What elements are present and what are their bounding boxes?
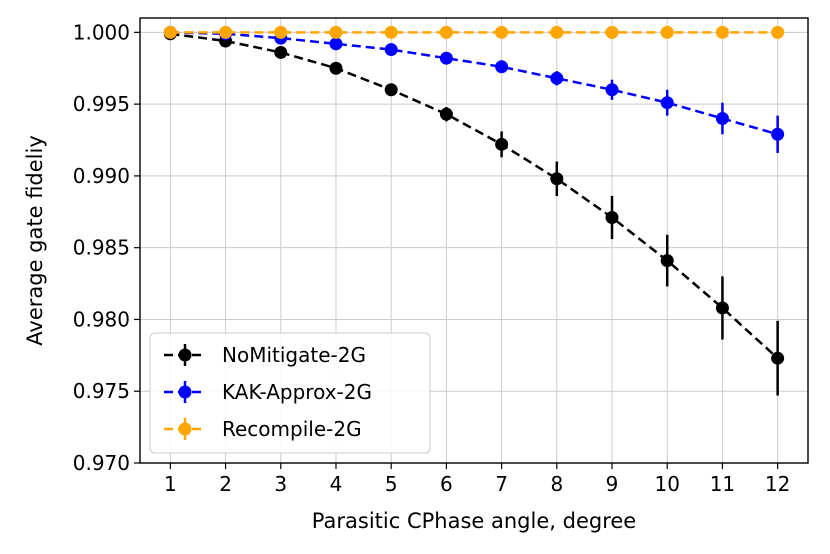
data-point — [329, 25, 343, 39]
x-tick-label: 7 — [495, 472, 508, 496]
x-tick-label: 10 — [654, 472, 679, 496]
data-point — [329, 61, 343, 75]
axis-ticks: 1 2 3 4 5 6 7 8 9 10 11 120.9700.9750.9800.9850.990… — [73, 20, 791, 496]
legend-entry: KAK-Approx-2G — [164, 380, 372, 404]
data-point — [384, 83, 398, 97]
x-tick-label: 1 — [164, 472, 177, 496]
data-point — [439, 107, 453, 121]
data-point — [219, 25, 233, 39]
series-KAK-Approx-2G — [163, 25, 785, 153]
x-axis-label: Parasitic CPhase angle, degree — [312, 509, 636, 533]
data-point — [660, 254, 674, 268]
legend-label: Recompile-2G — [222, 417, 362, 441]
data-point — [439, 25, 453, 39]
x-tick-label: 3 — [274, 472, 287, 496]
legend-label: NoMitigate-2G — [222, 343, 366, 367]
data-point — [550, 172, 564, 186]
series-NoMitigate-2G — [163, 27, 785, 396]
y-tick-label: 0.980 — [73, 307, 130, 331]
data-point — [550, 25, 564, 39]
data-point — [715, 111, 729, 125]
data-point — [771, 25, 785, 39]
legend: NoMitigate-2G KAK-Approx-2G Recompile-2G — [149, 332, 431, 454]
data-point — [384, 43, 398, 57]
y-tick-label: 0.970 — [73, 451, 130, 475]
data-point — [771, 127, 785, 141]
data-point — [329, 37, 343, 51]
data-point — [495, 137, 509, 151]
legend-marker — [178, 348, 192, 362]
data-point — [274, 45, 288, 59]
y-tick-label: 1.000 — [73, 20, 130, 44]
data-point — [274, 25, 288, 39]
data-point — [163, 25, 177, 39]
x-tick-label: 11 — [710, 472, 735, 496]
data-point — [495, 60, 509, 74]
y-tick-label: 0.985 — [73, 236, 130, 260]
data-point — [384, 25, 398, 39]
series-line — [170, 32, 779, 360]
legend-entry: Recompile-2G — [164, 417, 362, 441]
data-point — [715, 301, 729, 315]
x-tick-label: 5 — [385, 472, 398, 496]
y-tick-label: 0.975 — [73, 379, 130, 403]
data-point — [660, 96, 674, 110]
data-point — [495, 25, 509, 39]
data-point — [550, 71, 564, 85]
data-point — [715, 25, 729, 39]
series-Recompile-2G — [163, 25, 785, 39]
series-line — [170, 31, 778, 136]
x-tick-label: 4 — [330, 472, 343, 496]
x-tick-label: 6 — [440, 472, 453, 496]
plot-frame — [139, 17, 809, 464]
x-tick-label: 9 — [606, 472, 619, 496]
legend-marker — [178, 422, 192, 436]
x-tick-label: 12 — [765, 472, 790, 496]
x-tick-label: 2 — [219, 472, 232, 496]
data-point — [605, 25, 619, 39]
data-point — [439, 51, 453, 65]
legend-marker — [178, 385, 192, 399]
y-tick-label: 0.995 — [73, 92, 130, 116]
series-layer — [163, 25, 785, 396]
legend-entry: NoMitigate-2G — [164, 343, 366, 367]
y-tick-label: 0.990 — [73, 164, 130, 188]
y-axis-label: Average gate fideliy — [23, 135, 47, 346]
data-point — [771, 351, 785, 365]
data-point — [605, 211, 619, 225]
legend-label: KAK-Approx-2G — [222, 380, 372, 404]
x-tick-label: 8 — [550, 472, 563, 496]
data-point — [660, 25, 674, 39]
data-point — [605, 83, 619, 97]
legend-box — [149, 332, 431, 454]
